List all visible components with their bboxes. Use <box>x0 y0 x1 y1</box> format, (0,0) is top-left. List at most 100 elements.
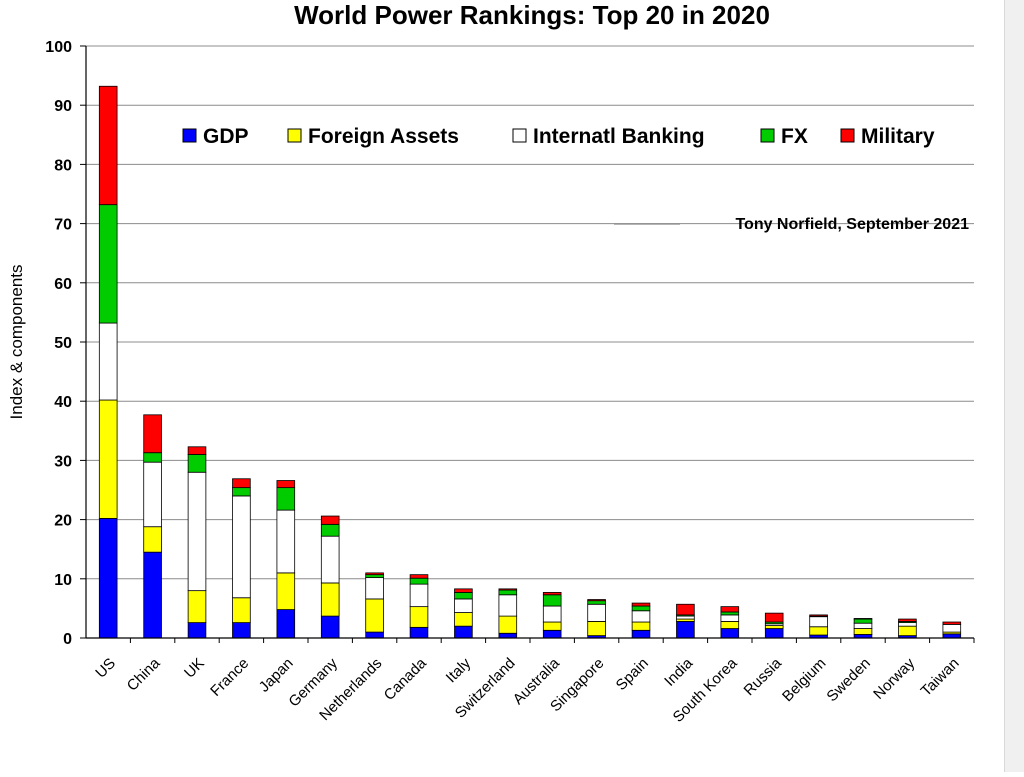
y-tick-label: 40 <box>54 394 72 411</box>
x-tick-label: US <box>92 655 119 682</box>
y-tick-label: 20 <box>54 513 72 530</box>
bar-segment <box>499 590 517 595</box>
bar-segment <box>144 453 162 462</box>
bar-segment <box>455 592 473 599</box>
bar-segment <box>366 632 384 638</box>
bar-segment <box>854 619 872 623</box>
bar-segment <box>410 575 428 579</box>
x-tick-label: Taiwan <box>918 655 963 700</box>
bars <box>99 86 960 638</box>
bar-segment <box>366 599 384 632</box>
bar-segment <box>899 619 917 621</box>
bar-segment <box>321 616 339 638</box>
x-tick-label: Belgium <box>779 655 829 705</box>
bar-segment <box>854 629 872 635</box>
legend-swatch <box>513 129 526 142</box>
bar-segment <box>321 536 339 583</box>
bar-segment <box>188 623 206 638</box>
bar-segment <box>233 488 251 496</box>
bar-segment <box>854 623 872 628</box>
bar-segment <box>188 447 206 455</box>
y-tick-label: 80 <box>54 157 72 174</box>
x-tick-label: Sweden <box>823 655 873 705</box>
bar-segment <box>233 623 251 638</box>
bar-segment <box>321 583 339 616</box>
bar-segment <box>543 630 561 638</box>
bar-segment <box>499 616 517 633</box>
bar-segment <box>455 599 473 613</box>
y-tick-label: 10 <box>54 572 72 589</box>
y-tick-label: 30 <box>54 453 72 470</box>
bar-segment <box>899 626 917 635</box>
y-tick-label: 70 <box>54 217 72 234</box>
x-tick-label: Norway <box>870 654 918 702</box>
bar-segment <box>499 595 517 616</box>
x-tick-label: Canada <box>381 654 431 704</box>
bar-segment <box>366 573 384 575</box>
legend-label: FX <box>781 125 808 148</box>
bar-segment <box>499 589 517 590</box>
bar-segment <box>410 584 428 606</box>
bar-segment <box>543 622 561 630</box>
bar-segment <box>277 481 295 488</box>
x-tick-label: China <box>124 654 164 694</box>
bar-segment <box>632 630 650 638</box>
legend-swatch <box>183 129 196 142</box>
bar-segment <box>854 618 872 619</box>
chart-title: World Power Rankings: Top 20 in 2020 <box>294 0 770 30</box>
bar-segment <box>632 622 650 630</box>
bar-segment <box>233 496 251 598</box>
bar-segment <box>410 607 428 628</box>
legend-label: Internatl Banking <box>533 125 705 148</box>
x-tick-label: Italy <box>443 654 475 686</box>
y-tick-label: 60 <box>54 276 72 293</box>
bar-segment <box>99 205 117 323</box>
bar-segment <box>543 595 561 606</box>
bar-segment <box>410 627 428 638</box>
bar-segment <box>233 479 251 488</box>
bar-segment <box>144 527 162 552</box>
legend-label: Foreign Assets <box>308 125 459 148</box>
bar-segment <box>721 607 739 612</box>
bar-segment <box>721 621 739 628</box>
bar-segment <box>810 615 828 616</box>
bar-segment <box>765 613 783 622</box>
legend-swatch <box>288 129 301 142</box>
bar-segment <box>188 472 206 590</box>
bar-segment <box>144 462 162 527</box>
x-tick-label: Spain <box>613 655 652 694</box>
bar-segment <box>455 589 473 593</box>
bar-segment <box>321 516 339 524</box>
bar-segment <box>455 613 473 627</box>
bar-segment <box>810 617 828 627</box>
bar-segment <box>677 621 695 638</box>
bar-segment <box>677 604 695 615</box>
legend-swatch <box>841 129 854 142</box>
bar-segment <box>543 606 561 622</box>
legend: GDP Foreign Assets Internatl Banking FX Mili… <box>183 125 935 148</box>
x-tick-label: UK <box>181 655 208 682</box>
bar-segment <box>277 510 295 573</box>
legend-label: GDP <box>203 125 249 148</box>
x-tick-label: France <box>207 655 252 700</box>
bar-segment <box>499 633 517 638</box>
bar-segment <box>588 600 606 601</box>
bar-segment <box>144 552 162 638</box>
bar-segment <box>321 524 339 536</box>
bar-segment <box>99 518 117 638</box>
bar-segment <box>99 400 117 518</box>
x-tick-label: Japan <box>256 655 297 696</box>
bar-segment <box>943 622 961 624</box>
y-tick-label: 90 <box>54 98 72 115</box>
bar-segment <box>943 634 961 638</box>
bar-segment <box>765 626 783 629</box>
bar-segment <box>277 573 295 610</box>
bar-segment <box>943 624 961 632</box>
credit-text: Tony Norfield, September 2021 <box>735 216 969 233</box>
y-tick-label: 100 <box>45 39 72 56</box>
bar-segment <box>632 611 650 622</box>
bar-segment <box>810 627 828 635</box>
window-edge <box>1004 0 1024 772</box>
bar-segment <box>188 454 206 472</box>
bar-segment <box>677 616 695 619</box>
